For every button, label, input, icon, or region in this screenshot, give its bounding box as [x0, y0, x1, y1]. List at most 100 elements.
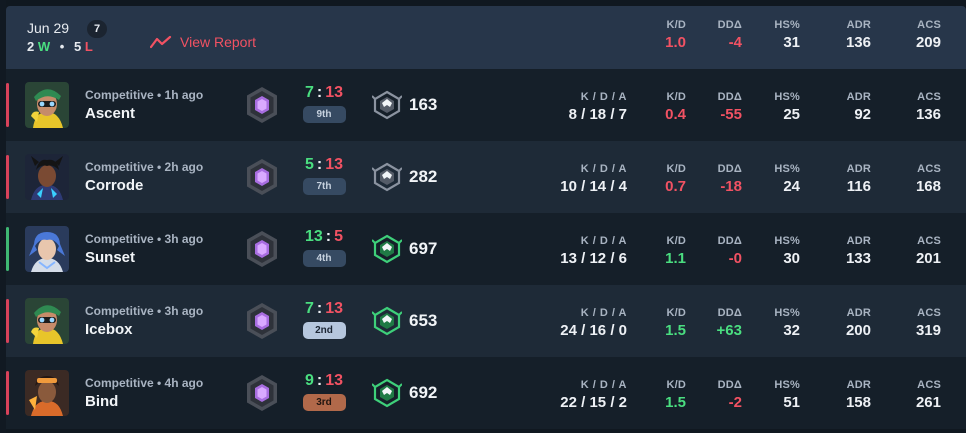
acs-value: 136	[915, 106, 941, 123]
summary-stat-label: HS%	[774, 19, 800, 31]
match-row[interactable]: Competitive • 3h ago Sunset 13:5 4th 697…	[6, 213, 966, 285]
kda-value: 24 / 16 / 0	[560, 322, 627, 339]
kd-value: 1.5	[665, 394, 686, 411]
team-score: 5	[304, 156, 314, 173]
score-colon: :	[316, 372, 323, 389]
kd-value: 1.1	[665, 250, 686, 267]
rank-shield-icon	[371, 234, 403, 264]
rank-gem-icon	[245, 230, 279, 268]
match-rating: 282	[371, 162, 437, 192]
adr-stat: ADR 116	[791, 163, 871, 195]
kda-label: K / D / A	[580, 379, 627, 391]
team-score: 7	[304, 84, 314, 101]
dd-value: -2	[728, 394, 742, 411]
dd-value: +63	[716, 322, 742, 339]
losses-count: 5	[73, 39, 82, 54]
team-score: 9	[304, 372, 314, 389]
acs-value: 201	[915, 250, 941, 267]
adr-stat: ADR 133	[791, 235, 871, 267]
map-name: Ascent	[85, 105, 136, 122]
map-name: Icebox	[85, 321, 133, 338]
kda-stat: K / D / A 10 / 14 / 4	[526, 163, 627, 195]
acs-value: 168	[915, 178, 941, 195]
match-row[interactable]: Competitive • 3h ago Icebox 7:13 2nd 653…	[6, 285, 966, 357]
dd-label: DDΔ	[717, 379, 742, 391]
dd-stat: DDΔ -2	[662, 379, 742, 411]
dd-label: DDΔ	[717, 307, 742, 319]
hs-stat: HS% 25	[723, 91, 800, 123]
match-score: 7:13 2nd	[296, 300, 352, 339]
match-score: 9:13 3rd	[296, 372, 352, 411]
rating-value: 697	[409, 239, 438, 258]
kd-label: K/D	[666, 235, 686, 247]
result-indicator	[6, 299, 9, 343]
match-row[interactable]: Competitive • 2h ago Corrode 5:13 7th 28…	[6, 141, 966, 213]
dd-stat: DDΔ +63	[662, 307, 742, 339]
score-colon: :	[316, 84, 323, 101]
placement-badge: 7th	[302, 178, 346, 195]
dd-label: DDΔ	[717, 163, 742, 175]
hs-value: 30	[783, 250, 800, 267]
hs-label: HS%	[774, 163, 800, 175]
match-rating: 692	[371, 378, 438, 408]
kda-label: K / D / A	[580, 307, 627, 319]
agent-portrait	[25, 226, 69, 272]
match-row[interactable]: Competitive • 1h ago Ascent 7:13 9th 163…	[6, 69, 966, 141]
rating-value: 163	[409, 95, 438, 114]
score-colon: :	[316, 156, 323, 173]
adr-label: ADR	[846, 163, 871, 175]
score-colon: :	[325, 228, 332, 245]
match-mode-time: Competitive • 4h ago	[85, 376, 204, 390]
match-score: 5:13 7th	[296, 156, 352, 195]
hs-label: HS%	[774, 307, 800, 319]
hs-value: 24	[783, 178, 800, 195]
match-rating: 697	[371, 234, 438, 264]
hs-stat: HS% 30	[723, 235, 800, 267]
summary-stat: K/D 1.0	[604, 19, 686, 51]
summary-stat-label: DDΔ	[717, 19, 742, 31]
summary-stat: DDΔ -4	[662, 19, 742, 51]
kda-stat: K / D / A 22 / 15 / 2	[526, 379, 627, 411]
summary-stat-value: -4	[728, 34, 742, 51]
placement-badge: 9th	[302, 106, 346, 123]
acs-label: ACS	[917, 307, 941, 319]
match-row[interactable]: Competitive • 4h ago Bind 9:13 3rd 692 K…	[6, 357, 966, 429]
hs-stat: HS% 32	[723, 307, 800, 339]
rank-shield-icon	[371, 378, 403, 408]
acs-label: ACS	[917, 91, 941, 103]
result-indicator	[6, 371, 9, 415]
view-report-button[interactable]: View Report	[150, 34, 256, 50]
kd-stat: K/D 1.5	[604, 307, 686, 339]
acs-stat: ACS 168	[859, 163, 941, 195]
rank-gem-icon	[245, 158, 279, 196]
match-mode-time: Competitive • 3h ago	[85, 304, 204, 318]
kd-label: K/D	[666, 379, 686, 391]
kda-label: K / D / A	[580, 235, 627, 247]
kda-value: 10 / 14 / 4	[560, 178, 627, 195]
dd-value: -0	[728, 250, 742, 267]
hs-value: 32	[783, 322, 800, 339]
summary-stat-label: ACS	[917, 19, 941, 31]
kda-value: 13 / 12 / 6	[560, 250, 627, 267]
adr-label: ADR	[846, 379, 871, 391]
adr-stat: ADR 200	[791, 307, 871, 339]
enemy-score: 13	[325, 156, 344, 173]
acs-stat: ACS 136	[859, 91, 941, 123]
adr-stat: ADR 92	[791, 91, 871, 123]
rank-shield-icon	[371, 90, 403, 120]
loss-letter: L	[84, 39, 93, 54]
kda-stat: K / D / A 24 / 16 / 0	[526, 307, 627, 339]
view-report-label: View Report	[180, 34, 257, 50]
agent-portrait	[25, 154, 69, 200]
adr-label: ADR	[846, 91, 871, 103]
map-name: Bind	[85, 393, 119, 410]
rating-value: 692	[409, 383, 438, 402]
kd-label: K/D	[666, 307, 686, 319]
rank-gem-icon	[245, 302, 279, 340]
rating-value: 653	[409, 311, 438, 330]
acs-label: ACS	[917, 235, 941, 247]
day-date: Jun 29	[27, 20, 70, 36]
kd-label: K/D	[666, 163, 686, 175]
kd-label: K/D	[666, 91, 686, 103]
match-rating: 653	[371, 306, 438, 336]
